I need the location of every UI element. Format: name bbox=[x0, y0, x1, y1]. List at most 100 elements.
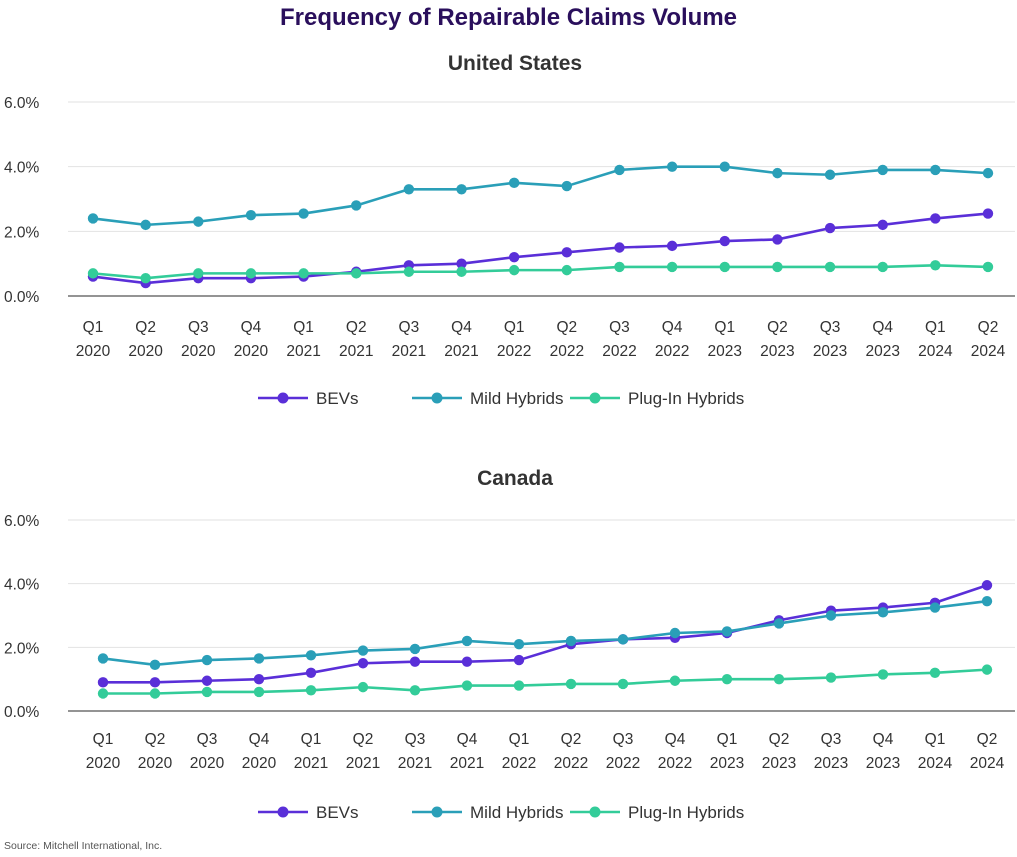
x-tick-label-year: 2021 bbox=[286, 343, 320, 360]
x-tick-label-year: 2021 bbox=[346, 755, 380, 772]
y-tick-label: 4.0% bbox=[4, 160, 40, 177]
data-point bbox=[561, 247, 573, 258]
data-point bbox=[305, 667, 317, 678]
y-tick-label: 4.0% bbox=[4, 577, 40, 594]
legend-label: Mild Hybrids bbox=[470, 389, 564, 408]
x-tick-label-year: 2023 bbox=[814, 755, 848, 772]
x-tick-label-quarter: Q3 bbox=[399, 319, 420, 336]
x-tick-label-year: 2023 bbox=[866, 755, 900, 772]
x-tick-label-quarter: Q4 bbox=[457, 731, 478, 748]
data-point bbox=[721, 626, 733, 637]
x-tick-label-year: 2024 bbox=[970, 755, 1005, 772]
x-tick-label-year: 2024 bbox=[971, 343, 1006, 360]
data-point bbox=[193, 216, 204, 227]
data-point bbox=[929, 667, 941, 678]
x-tick-label-year: 2020 bbox=[86, 755, 121, 772]
x-tick-label-quarter: Q2 bbox=[556, 319, 577, 336]
chart-us-title: United States bbox=[448, 52, 582, 75]
x-tick-label-year: 2023 bbox=[760, 343, 794, 360]
data-point bbox=[614, 242, 625, 253]
x-tick-label-year: 2021 bbox=[339, 343, 373, 360]
data-point bbox=[772, 234, 783, 245]
series-line bbox=[102, 599, 988, 667]
data-point bbox=[981, 580, 993, 591]
x-tick-label-year: 2020 bbox=[138, 755, 173, 772]
x-tick-label-quarter: Q1 bbox=[93, 731, 114, 748]
data-point bbox=[772, 261, 783, 273]
data-point bbox=[403, 266, 415, 277]
data-point bbox=[461, 656, 473, 667]
x-tick-label-year: 2022 bbox=[602, 343, 636, 360]
x-tick-label-year: 2022 bbox=[554, 755, 588, 772]
x-tick-label-year: 2020 bbox=[234, 343, 269, 360]
data-point bbox=[824, 222, 836, 234]
data-point bbox=[456, 184, 467, 195]
data-point bbox=[97, 653, 109, 664]
data-point bbox=[140, 273, 151, 284]
y-tick-label: 0.0% bbox=[4, 289, 40, 306]
x-tick-label-quarter: Q1 bbox=[301, 731, 322, 748]
x-tick-label-year: 2020 bbox=[242, 755, 277, 772]
legend-item-mild-hybrids: Mild Hybrids bbox=[412, 803, 564, 822]
data-point bbox=[825, 610, 837, 621]
data-point bbox=[981, 664, 993, 675]
data-point bbox=[351, 200, 362, 211]
x-tick-label-quarter: Q4 bbox=[662, 319, 683, 336]
legend-item-mild-hybrids: Mild Hybrids bbox=[412, 389, 564, 408]
legend-swatch-marker bbox=[589, 392, 601, 404]
x-tick-label-year: 2022 bbox=[658, 755, 692, 772]
legend-item-plug-in-hybrids: Plug-In Hybrids bbox=[570, 389, 744, 408]
data-point bbox=[982, 261, 994, 273]
data-point bbox=[561, 180, 573, 192]
data-point bbox=[877, 261, 888, 273]
x-tick-label-year: 2024 bbox=[918, 343, 953, 360]
legend-label: Plug-In Hybrids bbox=[628, 803, 744, 822]
legend-swatch-marker bbox=[589, 806, 601, 818]
data-point bbox=[666, 261, 678, 273]
data-point bbox=[351, 268, 362, 279]
series-line bbox=[103, 668, 988, 695]
series-plug-in-hybrids bbox=[97, 664, 993, 699]
data-point bbox=[773, 618, 785, 629]
data-point bbox=[721, 673, 733, 685]
legend-label: Plug-In Hybrids bbox=[628, 389, 744, 408]
data-point bbox=[305, 685, 317, 696]
x-tick-label-quarter: Q2 bbox=[353, 731, 374, 748]
data-point bbox=[666, 240, 678, 252]
data-point bbox=[305, 650, 317, 661]
data-point bbox=[565, 678, 577, 690]
legend-item-bevs: BEVs bbox=[258, 389, 359, 408]
x-tick-label-year: 2021 bbox=[392, 343, 426, 360]
data-point bbox=[614, 261, 625, 273]
series-mild-hybrids bbox=[87, 161, 994, 231]
x-tick-label-quarter: Q3 bbox=[613, 731, 634, 748]
x-tick-label-quarter: Q1 bbox=[925, 319, 946, 336]
data-point bbox=[930, 260, 941, 271]
x-tick-label-quarter: Q3 bbox=[609, 319, 630, 336]
series-mild-hybrids bbox=[97, 595, 993, 671]
x-tick-label-quarter: Q1 bbox=[293, 319, 314, 336]
x-tick-label-quarter: Q1 bbox=[925, 731, 946, 748]
chart-us: United States 0.0% 2.0% 4.0% 6.0% Q1 2020 Q2 202… bbox=[4, 52, 1015, 408]
data-point bbox=[409, 685, 421, 696]
x-tick-label-quarter: Q2 bbox=[767, 319, 788, 336]
data-point bbox=[561, 264, 573, 276]
data-point bbox=[97, 688, 109, 699]
series-line bbox=[92, 165, 989, 227]
legend-swatch-marker bbox=[431, 806, 443, 818]
x-tick-label-quarter: Q3 bbox=[197, 731, 218, 748]
data-point bbox=[298, 208, 309, 219]
x-tick-label-year: 2021 bbox=[398, 755, 432, 772]
x-tick-label-year: 2020 bbox=[181, 343, 216, 360]
data-point bbox=[719, 161, 730, 172]
x-tick-label-quarter: Q2 bbox=[135, 319, 156, 336]
data-point bbox=[253, 653, 265, 664]
data-point bbox=[245, 209, 257, 221]
data-point bbox=[357, 645, 369, 656]
data-point bbox=[666, 161, 678, 172]
x-tick-label-year: 2020 bbox=[190, 755, 225, 772]
x-tick-label-year: 2023 bbox=[865, 343, 899, 360]
series-plug-in-hybrids bbox=[87, 260, 994, 284]
x-tick-label-quarter: Q2 bbox=[769, 731, 790, 748]
series-line bbox=[92, 212, 989, 285]
